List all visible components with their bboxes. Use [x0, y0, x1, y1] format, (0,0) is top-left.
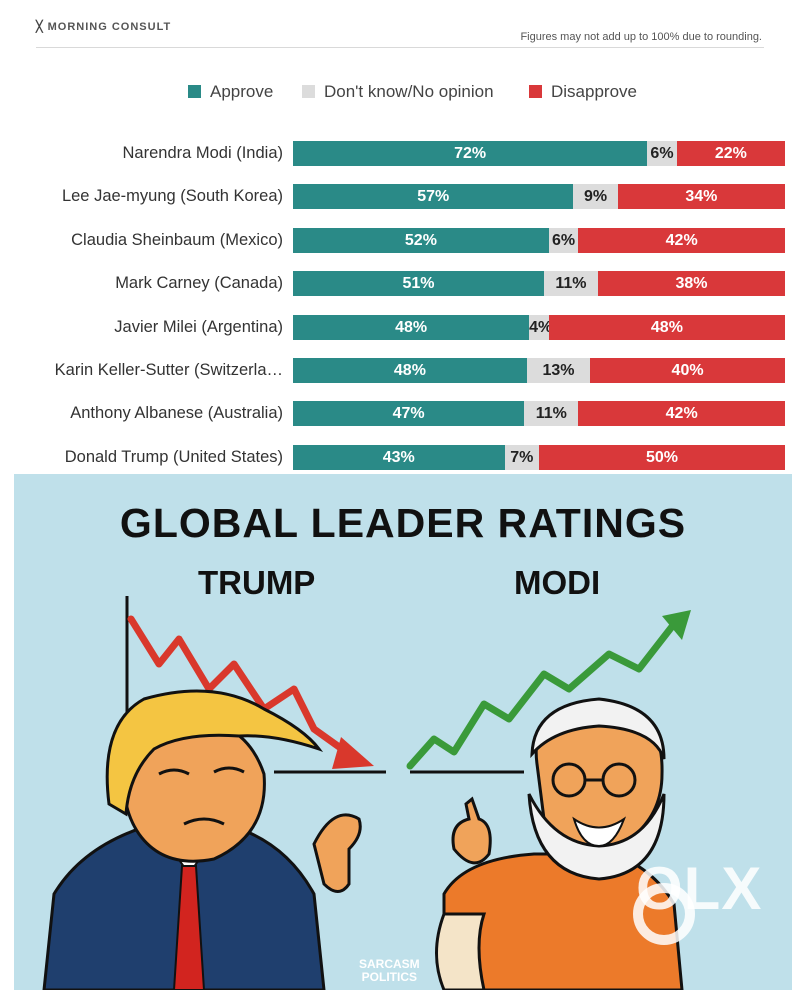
bar-segment-approve: 48%	[293, 358, 527, 383]
bar-segment-approve: 43%	[293, 444, 505, 470]
poster-art	[42, 596, 695, 990]
header-divider	[36, 47, 764, 48]
bar-segment-dont-know: 13%	[526, 358, 591, 383]
bar-segment-disapprove: 38%	[598, 271, 785, 297]
row-label: Claudia Sheinbaum (Mexico)	[71, 230, 283, 249]
row-label: Mark Carney (Canada)	[115, 274, 283, 293]
bar-segment-dont-know: 4%	[529, 314, 552, 340]
bar-segment-dont-know: 7%	[504, 444, 539, 470]
trump-caricature	[42, 689, 362, 990]
bar-segment-dont-know: 11%	[524, 401, 579, 427]
brand-mark-icon: ╳	[36, 21, 44, 33]
bar-segment-disapprove: 34%	[617, 184, 785, 210]
bar-segment-disapprove: 42%	[578, 227, 785, 253]
chart-legend: Approve Don't know/No opinion Disapprove	[0, 82, 804, 104]
row-label: Javier Milei (Argentina)	[114, 317, 283, 336]
rounding-note: Figures may not add up to 100% due to ro…	[520, 31, 762, 43]
legend-label-approve: Approve	[210, 82, 274, 101]
bar-segment-approve: 51%	[293, 271, 544, 297]
bar-segment-disapprove: 48%	[548, 314, 785, 340]
row-label: Narendra Modi (India)	[122, 144, 284, 162]
bar-segment-approve: 52%	[293, 227, 549, 253]
legend-item-approve: Approve	[188, 82, 273, 102]
legend-swatch-dont-know	[302, 85, 315, 98]
legend-swatch-approve	[188, 85, 201, 98]
legend-item-dont-know: Don't know/No opinion	[302, 82, 494, 102]
bar-segment-dont-know: 6%	[548, 227, 579, 253]
falling-arrow-icon	[127, 615, 374, 769]
poster-title: GLOBAL LEADER RATINGS	[119, 500, 687, 546]
bar-segment-dont-know: 9%	[573, 184, 618, 210]
rising-arrow-icon	[406, 610, 691, 770]
chart-panel: ╳ MORNING CONSULT Figures may not add up …	[0, 0, 804, 474]
modi-caricature	[435, 697, 684, 990]
bar-segment-disapprove: 42%	[578, 401, 785, 427]
modi-label: MODI	[514, 564, 601, 601]
bar-segment-disapprove: 22%	[676, 141, 785, 166]
row-label: Lee Jae-myung (South Korea)	[61, 187, 283, 206]
legend-label-dont-know: Don't know/No opinion	[324, 82, 494, 101]
bar-segment-approve: 57%	[293, 184, 574, 210]
bar-segment-approve: 47%	[293, 401, 525, 427]
olx-watermark: OLX	[636, 855, 763, 922]
bar-segment-dont-know: 11%	[543, 271, 599, 297]
brand-logo: ╳ MORNING CONSULT	[36, 20, 171, 33]
poster-illustration: GLOBAL LEADER RATINGS TRUMP MODI	[14, 474, 792, 990]
bar-segment-approve: 48%	[293, 314, 530, 340]
legend-swatch-disapprove	[529, 85, 542, 98]
legend-label-disapprove: Disapprove	[551, 82, 637, 101]
bar-segment-dont-know: 6%	[647, 141, 677, 166]
credit-line-2: POLITICS	[361, 970, 417, 984]
bar-segment-disapprove: 50%	[539, 444, 785, 470]
row-label: Karin Keller-Sutter (Switzerla…	[54, 361, 283, 379]
legend-item-disapprove: Disapprove	[529, 82, 637, 102]
bar-segment-disapprove: 40%	[590, 358, 785, 383]
bar-segment-approve: 72%	[293, 141, 648, 166]
brand-name: MORNING CONSULT	[47, 21, 172, 33]
trump-label: TRUMP	[198, 564, 316, 601]
row-label: Donald Trump (United States)	[64, 447, 283, 466]
row-label: Anthony Albanese (Australia)	[70, 404, 283, 423]
credit-text: SARCASM POLITICS	[359, 958, 420, 984]
olx-watermark-icon	[633, 883, 695, 945]
credit-line-1: SARCASM	[359, 957, 420, 971]
